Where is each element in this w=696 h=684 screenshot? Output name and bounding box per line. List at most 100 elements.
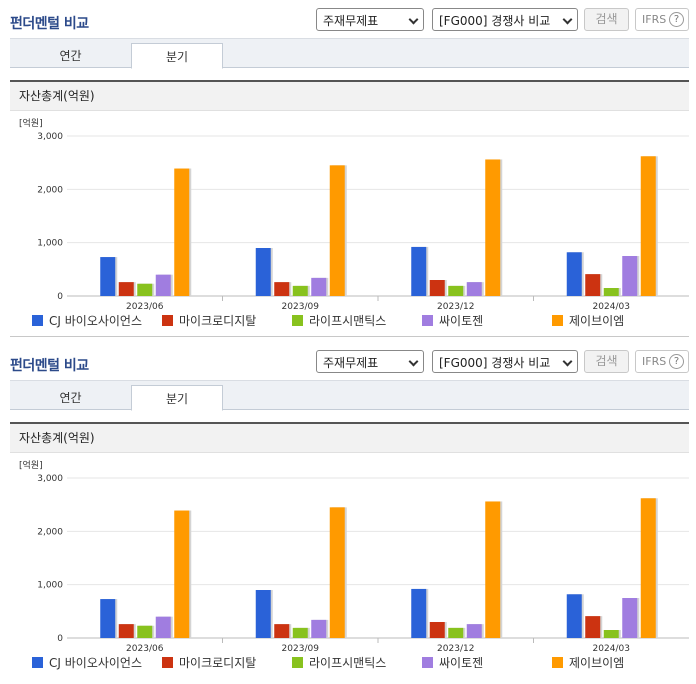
- statement-select[interactable]: 주재무제표: [316, 350, 424, 373]
- group-select-value: [FG000] 경쟁사 비교: [439, 14, 551, 28]
- bar: [292, 285, 308, 296]
- fundamental-panel-1: 펀더멘털 비교 주재무제표 [FG000] 경쟁사 비교 검색 IFRS? 연간…: [10, 8, 689, 337]
- bar: [622, 598, 638, 638]
- bar: [255, 590, 271, 638]
- bar: [603, 630, 619, 638]
- ifrs-button[interactable]: IFRS?: [635, 350, 689, 373]
- ifrs-button[interactable]: IFRS?: [635, 8, 689, 31]
- period-tabs: 연간 분기: [10, 38, 689, 69]
- x-tick-label: 2023/06: [126, 644, 164, 654]
- legend-swatch: [32, 315, 43, 326]
- bar: [566, 252, 582, 296]
- x-tick-label: 2023/12: [437, 302, 474, 312]
- bar: [585, 274, 601, 296]
- statement-select-value: 주재무제표: [323, 14, 379, 28]
- bar: [448, 285, 464, 296]
- group-select[interactable]: [FG000] 경쟁사 비교: [432, 8, 578, 31]
- legend-swatch: [552, 315, 563, 326]
- chevron-down-icon: [562, 14, 573, 25]
- y-tick-label: 2,000: [37, 185, 63, 195]
- x-tick-label: 2023/09: [282, 302, 320, 312]
- bar: [292, 627, 308, 638]
- bar: [429, 622, 445, 638]
- statement-select[interactable]: 주재무제표: [316, 8, 424, 31]
- group-select[interactable]: [FG000] 경쟁사 비교: [432, 350, 578, 373]
- section-title: 자산총계(억원): [10, 80, 689, 111]
- panel-title: 펀더멘털 비교: [10, 16, 89, 32]
- ifrs-label: IFRS: [642, 355, 667, 368]
- group-select-value: [FG000] 경쟁사 비교: [439, 356, 551, 370]
- legend-label: 마이크로디지탈: [179, 656, 256, 670]
- period-tabs: 연간 분기: [10, 380, 689, 411]
- bar: [137, 283, 153, 296]
- bar: [448, 627, 464, 638]
- y-tick-label: 3,000: [37, 474, 63, 484]
- help-icon: ?: [669, 12, 684, 27]
- bar: [640, 498, 656, 638]
- legend-label: 제이브이엠: [569, 656, 624, 670]
- bar: [622, 256, 638, 296]
- legend-label: CJ 바이오사이언스: [49, 656, 142, 670]
- legend-swatch: [422, 657, 433, 668]
- legend-swatch: [162, 315, 173, 326]
- bar: [100, 599, 116, 638]
- bar-chart: [억원] 0 1,000 2,000 3,000 2023/06 2023/09 2023/1…: [19, 117, 689, 328]
- bar: [174, 168, 190, 296]
- tab-annual[interactable]: 연간: [59, 391, 82, 405]
- help-icon: ?: [669, 354, 684, 369]
- y-tick-label: 1,000: [37, 239, 63, 249]
- divider: [10, 336, 689, 337]
- legend-label: CJ 바이오사이언스: [49, 314, 142, 328]
- y-tick-label: 3,000: [37, 132, 63, 142]
- y-tick-label: 2,000: [37, 527, 63, 537]
- tab-quarterly[interactable]: 분기: [131, 43, 223, 69]
- search-button[interactable]: 검색: [584, 350, 629, 373]
- y-unit-label: [억원]: [19, 117, 43, 129]
- bar: [640, 156, 656, 296]
- bar: [155, 616, 171, 638]
- legend-label: 싸이토젠: [439, 314, 483, 328]
- fundamental-panel-2: 펀더멘털 비교 주재무제표 [FG000] 경쟁사 비교 검색 IFRS? 연간…: [0, 342, 696, 684]
- y-tick-label: 0: [57, 292, 63, 302]
- bar: [585, 616, 601, 638]
- x-tick-label: 2023/12: [437, 644, 474, 654]
- bar: [329, 507, 345, 638]
- bar: [137, 625, 153, 638]
- bar: [485, 159, 501, 296]
- legend-swatch: [292, 657, 303, 668]
- bar: [466, 624, 482, 638]
- legend-swatch: [32, 657, 43, 668]
- bar: [566, 594, 582, 638]
- bar: [174, 510, 190, 638]
- x-tick-label: 2023/09: [282, 644, 320, 654]
- tab-quarterly[interactable]: 분기: [131, 385, 223, 411]
- bar: [411, 246, 427, 296]
- bar: [155, 274, 171, 296]
- bar-chart: [억원] 0 1,000 2,000 3,000 2023/06 2023/09 2023/1…: [19, 459, 689, 670]
- x-tick-label: 2024/03: [593, 302, 630, 312]
- legend-label: 마이크로디지탈: [179, 314, 256, 328]
- bar: [466, 282, 482, 296]
- legend-swatch: [422, 315, 433, 326]
- bar: [274, 624, 290, 638]
- search-button[interactable]: 검색: [584, 8, 629, 31]
- tab-annual[interactable]: 연간: [59, 49, 82, 63]
- panel-title: 펀더멘털 비교: [10, 358, 89, 374]
- y-tick-label: 1,000: [37, 581, 63, 591]
- chevron-down-icon: [408, 14, 419, 25]
- x-tick-label: 2023/06: [126, 302, 164, 312]
- bar: [411, 588, 427, 638]
- y-tick-label: 0: [57, 634, 63, 644]
- legend-label: 라이프시맨틱스: [309, 314, 386, 328]
- bar: [311, 277, 327, 296]
- ifrs-label: IFRS: [642, 13, 667, 26]
- bar: [100, 257, 116, 296]
- bar: [118, 282, 134, 296]
- legend-swatch: [552, 657, 563, 668]
- bar: [311, 619, 327, 638]
- y-unit-label: [억원]: [19, 459, 43, 471]
- statement-select-value: 주재무제표: [323, 356, 379, 370]
- bar: [118, 624, 134, 638]
- chevron-down-icon: [408, 356, 419, 367]
- legend-label: 라이프시맨틱스: [309, 656, 386, 670]
